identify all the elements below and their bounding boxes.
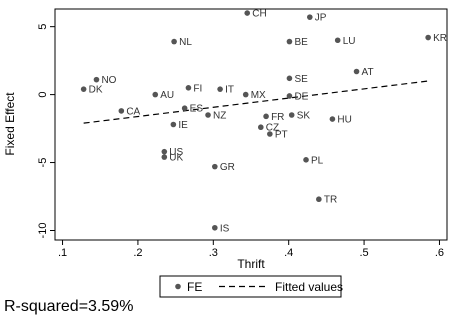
point-tr <box>316 196 322 203</box>
x-axis-ticks: .1 .2 .3 .4 .5 .6 <box>58 240 444 259</box>
point-no <box>93 76 100 83</box>
point-label-dk: DK <box>89 85 103 96</box>
point-label-pt: PT <box>275 130 288 141</box>
y-tick-label: 5 <box>37 24 49 30</box>
point-sk <box>288 112 295 118</box>
point-label-mx: MX <box>251 90 266 101</box>
point-hu <box>329 116 336 122</box>
point-label-ch: CH <box>252 9 266 20</box>
point-mx <box>242 91 249 98</box>
point-label-se: SE <box>294 74 308 85</box>
y-tick-label: -5 <box>37 158 49 168</box>
point-nz <box>205 112 211 118</box>
point-dk <box>80 86 87 92</box>
point-uk <box>161 154 168 160</box>
point-label-sk: SK <box>297 110 311 121</box>
y-tick-label: -10 <box>37 223 49 239</box>
y-axis-ticks: -10 -5 0 5 <box>37 24 55 239</box>
point-label-ie: IE <box>178 120 188 131</box>
point-lu <box>334 37 341 44</box>
point-label-tr: TR <box>324 195 337 206</box>
x-tick-label: .2 <box>133 247 142 259</box>
point-label-cz: CZ <box>266 123 279 134</box>
point-label-is: IS <box>220 223 230 234</box>
x-tick-label: .4 <box>284 247 293 259</box>
point-label-hu: HU <box>337 115 351 126</box>
point-pl <box>303 157 309 163</box>
point-ie <box>170 121 177 128</box>
x-tick-label: .6 <box>435 247 444 259</box>
point-ca <box>118 108 125 114</box>
point-is <box>212 224 218 231</box>
point-label-lu: LU <box>343 36 356 47</box>
point-label-nz: NZ <box>213 110 226 121</box>
x-tick-label: .1 <box>58 247 67 259</box>
point-gr <box>212 163 218 170</box>
fitted-line <box>83 80 429 124</box>
y-axis-label: Fixed Effect <box>3 92 17 156</box>
point-label-kr: KR <box>433 33 447 44</box>
point-fi <box>185 85 192 91</box>
plot-area <box>54 8 448 241</box>
point-label-es: ES <box>190 104 204 115</box>
x-tick-label: .5 <box>359 247 368 259</box>
y-tick-label: 0 <box>37 92 49 98</box>
point-nl <box>171 38 177 45</box>
point-label-ca: CA <box>126 106 140 117</box>
point-kr <box>425 34 431 41</box>
point-label-no: NO <box>101 75 116 86</box>
point-fr <box>263 113 269 120</box>
legend: FE Fitted values <box>159 275 343 298</box>
point-jp <box>307 14 313 20</box>
x-axis-label: Thrift <box>237 257 265 271</box>
legend-label-fitted: Fitted values <box>275 280 343 294</box>
point-label-pl: PL <box>311 155 324 166</box>
point-label-jp: JP <box>315 13 327 24</box>
point-au <box>152 91 159 98</box>
point-label-it: IT <box>225 85 234 96</box>
point-label-fi: FI <box>193 83 202 94</box>
point-es <box>181 105 188 111</box>
point-label-au: AU <box>160 90 174 101</box>
point-it <box>217 86 223 92</box>
point-label-be: BE <box>294 37 308 48</box>
point-label-gr: GR <box>220 162 235 173</box>
point-cz <box>258 124 264 131</box>
point-us <box>161 148 168 155</box>
point-label-at: AT <box>362 67 374 78</box>
legend-label-fe: FE <box>187 280 202 294</box>
r-squared-annotation: R-squared=3.59% <box>4 298 134 315</box>
point-de <box>286 93 293 99</box>
point-at <box>353 68 360 75</box>
point-be <box>286 38 293 45</box>
point-se <box>286 75 293 82</box>
point-label-fr: FR <box>271 112 284 123</box>
point-label-de: DE <box>294 91 308 102</box>
x-tick-label: .3 <box>209 247 218 259</box>
point-ch <box>244 10 251 16</box>
point-label-uk: UK <box>169 153 183 164</box>
point-pt <box>267 131 273 137</box>
point-label-nl: NL <box>179 37 192 48</box>
point-label-us: US <box>169 147 183 158</box>
legend-marker-fe <box>175 283 181 290</box>
